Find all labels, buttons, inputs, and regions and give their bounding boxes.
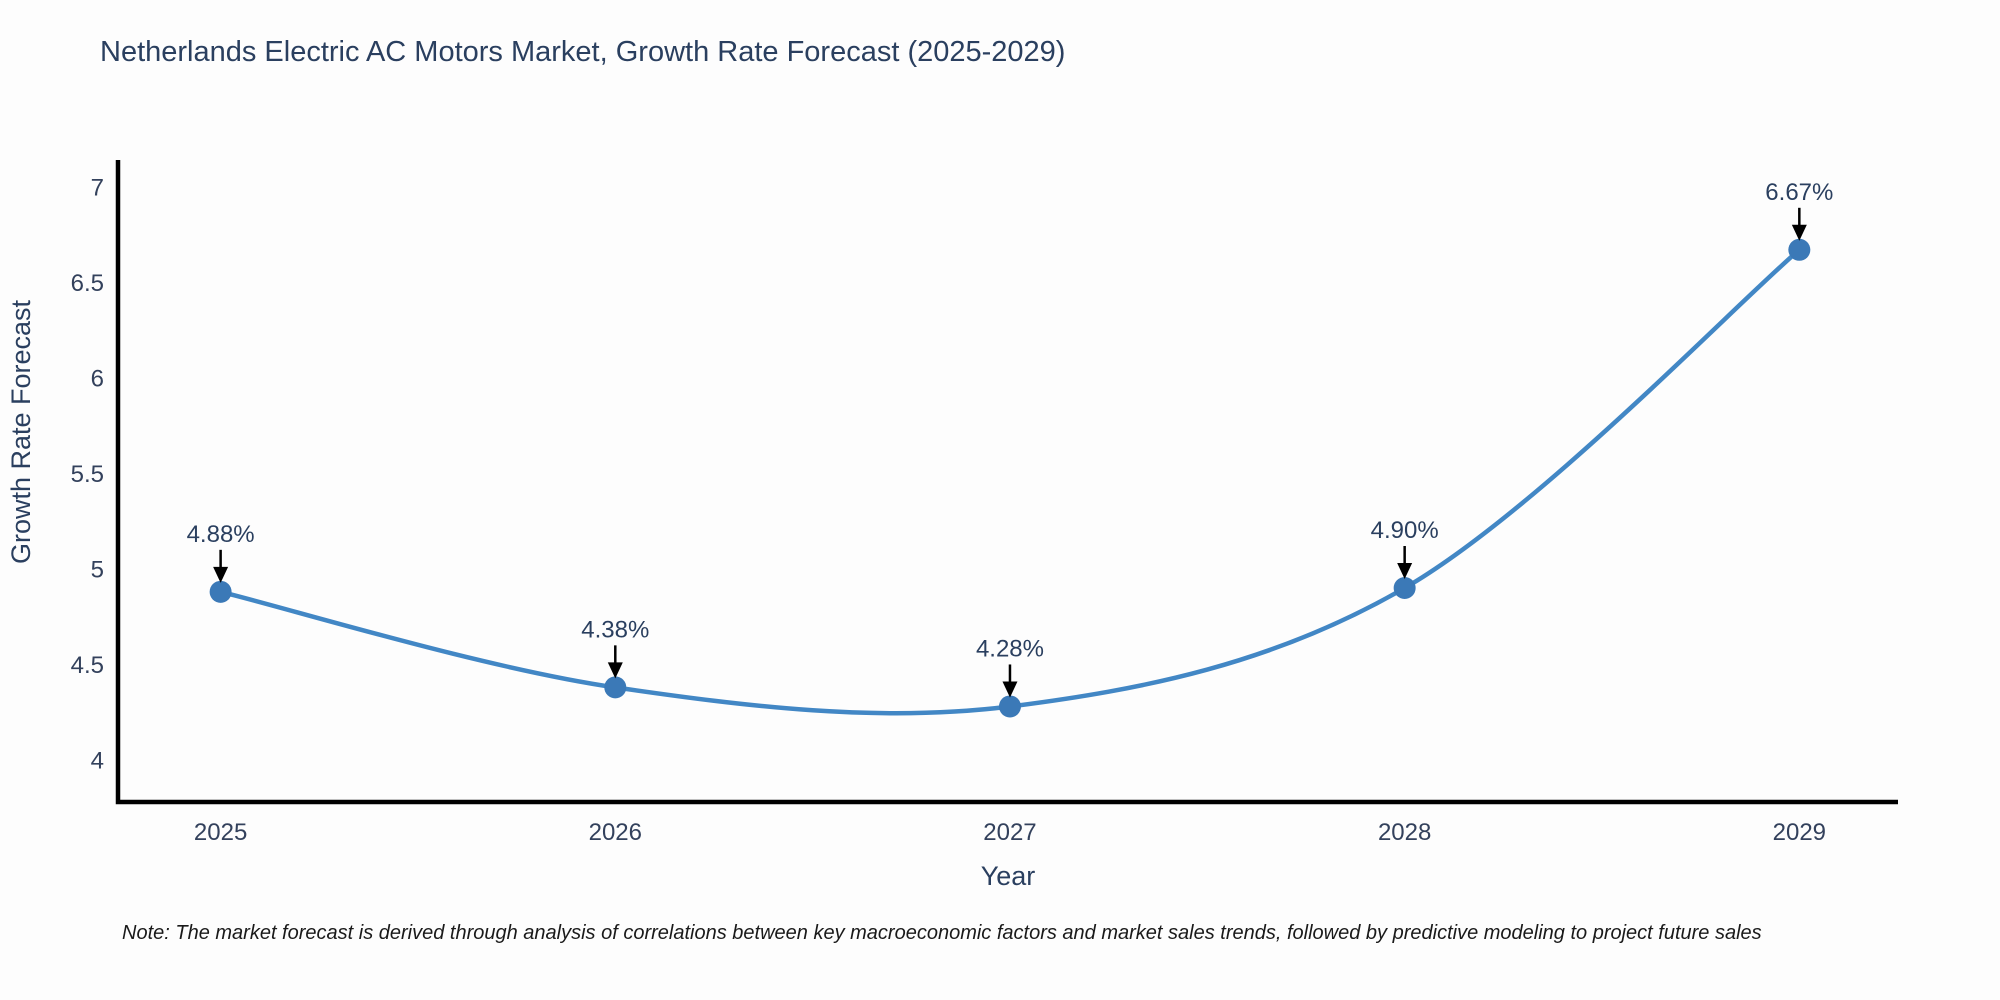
y-axis-tick-labels: 4 4.5 5 5.5 6 6.5 7 <box>71 174 104 774</box>
data-point <box>1393 577 1416 599</box>
annotation-label: 4.38% <box>581 616 649 643</box>
y-tick-label: 5.5 <box>71 461 104 488</box>
annotation-label: 4.90% <box>1371 517 1439 544</box>
annotation-label: 4.88% <box>187 521 255 548</box>
annotation-arrowhead-icon <box>607 662 623 679</box>
y-tick-label: 6 <box>91 365 104 392</box>
annotation-label: 6.67% <box>1765 179 1833 206</box>
annotation-arrowhead-icon <box>1791 224 1807 241</box>
annotation-label: 4.28% <box>976 635 1044 662</box>
data-point <box>1788 238 1811 261</box>
point-annotations: 4.88% 4.38% 4.28% 4.90% 6.67% <box>187 179 1833 698</box>
data-point <box>209 580 232 603</box>
chart-title: Netherlands Electric AC Motors Market, G… <box>100 36 1066 68</box>
y-axis-title: Growth Rate Forecast <box>6 299 36 564</box>
y-tick-label: 4.5 <box>71 652 104 679</box>
axis-lines <box>115 160 1898 805</box>
y-tick-label: 4 <box>91 747 104 774</box>
footnote: Note: The market forecast is derived thr… <box>122 922 1762 944</box>
annotation-arrowhead-icon <box>213 566 229 583</box>
data-point <box>604 676 627 699</box>
x-tick-label: 2028 <box>1378 819 1431 846</box>
y-tick-label: 7 <box>91 174 104 201</box>
data-point <box>998 695 1021 718</box>
x-axis-tick-labels: 2025 2026 2027 2028 2029 <box>194 819 1826 846</box>
annotation-arrowhead-icon <box>1397 563 1413 579</box>
x-axis-title: Year <box>981 861 1036 891</box>
y-tick-label: 6.5 <box>71 270 104 297</box>
x-tick-label: 2025 <box>194 819 247 846</box>
x-tick-label: 2026 <box>589 819 642 846</box>
annotation-arrowhead-icon <box>1002 681 1018 698</box>
y-tick-label: 5 <box>91 556 104 583</box>
x-tick-label: 2027 <box>983 819 1036 846</box>
data-point-markers <box>209 238 1811 718</box>
x-tick-label: 2029 <box>1773 819 1826 846</box>
